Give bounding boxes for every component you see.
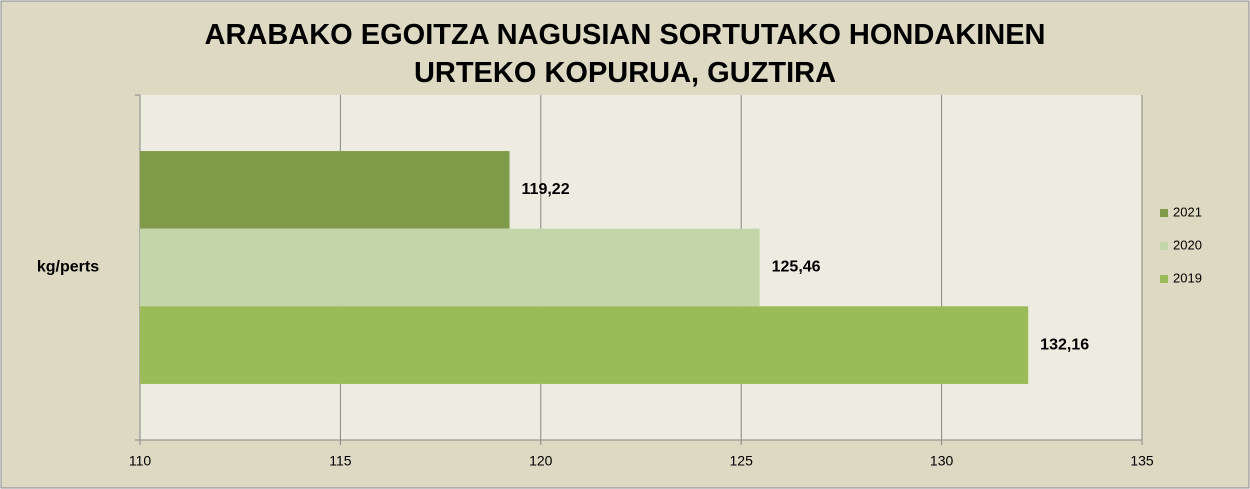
data-label: 132,16	[1040, 336, 1089, 353]
legend-swatch	[1160, 242, 1168, 250]
data-label: 119,22	[522, 181, 570, 198]
x-tick-label: 130	[930, 453, 954, 469]
x-tick-label: 120	[529, 453, 553, 469]
bar	[140, 228, 760, 307]
x-tick-label: 115	[329, 453, 352, 469]
chart-title: ARABAKO EGOITZA NAGUSIAN SORTUTAKO HONDA…	[204, 19, 1046, 89]
legend-label: 2019	[1173, 270, 1202, 285]
legend-label: 2021	[1173, 204, 1202, 219]
x-tick-label: 135	[1130, 453, 1154, 469]
legend-swatch	[1160, 275, 1168, 283]
bar	[140, 306, 1029, 384]
x-tick-label: 110	[129, 453, 152, 469]
y-tick-label: kg/perts	[37, 259, 99, 276]
bar	[140, 151, 510, 229]
legend-swatch	[1160, 209, 1168, 217]
legend-label: 2020	[1173, 237, 1202, 252]
x-tick-label: 125	[730, 453, 754, 469]
data-label: 125,46	[772, 259, 821, 276]
